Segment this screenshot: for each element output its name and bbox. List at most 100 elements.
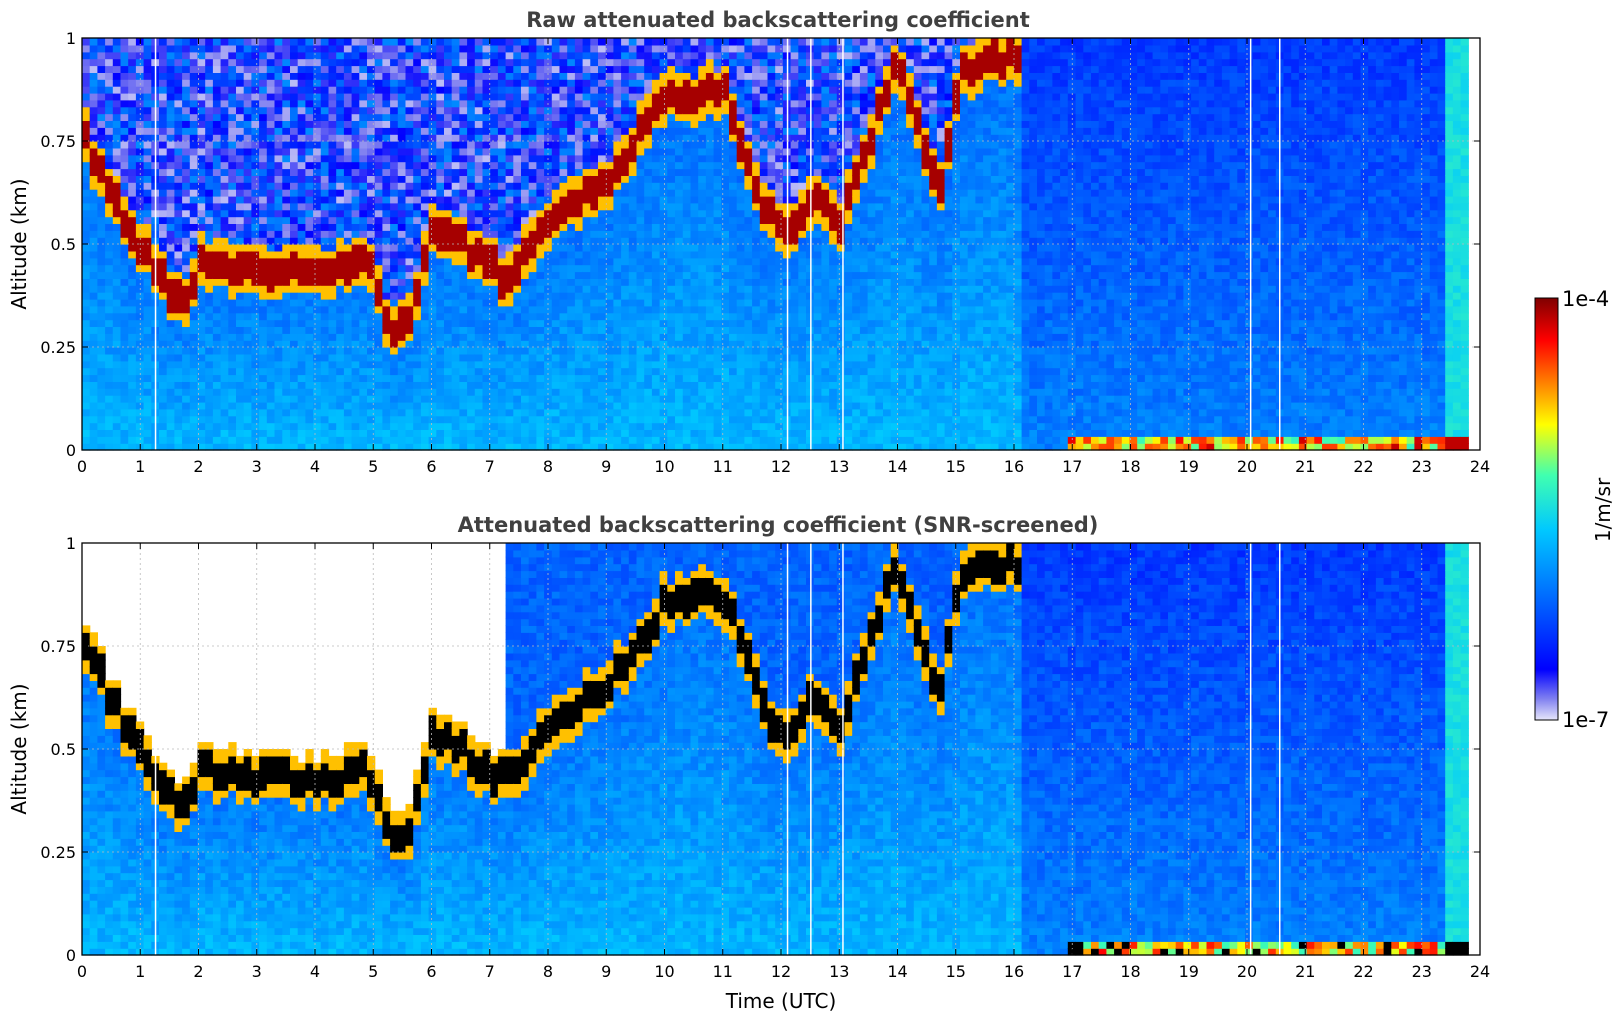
heatmap-cell — [105, 278, 113, 286]
heatmap-cell — [244, 72, 252, 80]
heatmap-cell — [644, 66, 652, 74]
heatmap-cell — [359, 402, 367, 410]
heatmap-cell — [714, 375, 722, 383]
heatmap-cell — [706, 326, 714, 334]
heatmap-cell — [536, 278, 544, 286]
heatmap-cell — [490, 375, 498, 383]
heatmap-cell — [560, 388, 568, 396]
heatmap-cell — [560, 127, 568, 135]
heatmap-cell — [174, 148, 182, 156]
heatmap-cell — [382, 45, 390, 53]
heatmap-cell — [398, 292, 406, 300]
heatmap-cell — [529, 52, 537, 60]
heatmap-cell — [267, 244, 275, 252]
heatmap-cell — [382, 409, 390, 417]
heatmap-cell — [590, 285, 598, 293]
heatmap-cell — [144, 203, 152, 211]
heatmap-cell — [583, 203, 591, 211]
heatmap-cell — [667, 409, 675, 417]
heatmap-cell — [529, 375, 537, 383]
heatmap-cell — [82, 375, 90, 383]
heatmap-cell — [714, 59, 722, 67]
heatmap-cell — [128, 251, 136, 259]
heatmap-cell — [567, 189, 575, 197]
heatmap-cell — [213, 333, 221, 341]
heatmap-cell — [506, 59, 514, 67]
heatmap-cell — [82, 326, 90, 334]
heatmap-cell — [621, 237, 629, 245]
heatmap-cell — [244, 436, 252, 444]
heatmap-cell — [205, 175, 213, 183]
heatmap-cell — [359, 416, 367, 424]
heatmap-cell — [221, 299, 229, 307]
heatmap-cell — [529, 436, 537, 444]
heatmap-cell — [475, 313, 483, 321]
heatmap-cell — [290, 395, 298, 403]
heatmap-cell — [344, 347, 352, 355]
heatmap-cell — [529, 320, 537, 328]
heatmap-cell — [406, 333, 414, 341]
heatmap-cell — [113, 278, 121, 286]
heatmap-cell — [406, 416, 414, 424]
heatmap-cell — [236, 114, 244, 122]
heatmap-cell — [637, 52, 645, 60]
heatmap-cell — [97, 320, 105, 328]
heatmap-cell — [513, 326, 521, 334]
heatmap-cell — [352, 423, 360, 431]
heatmap-cell — [275, 375, 283, 383]
heatmap-cell — [521, 244, 529, 252]
heatmap-cell — [421, 368, 429, 376]
heatmap-cell — [444, 114, 452, 122]
heatmap-cell — [298, 162, 306, 170]
heatmap-cell — [82, 230, 90, 238]
heatmap-cell — [398, 416, 406, 424]
heatmap-cell — [629, 409, 637, 417]
heatmap-cell — [82, 368, 90, 376]
heatmap-cell — [691, 134, 699, 142]
heatmap-cell — [213, 72, 221, 80]
heatmap-cell — [552, 114, 560, 122]
heatmap-cell — [352, 402, 360, 410]
heatmap-cell — [105, 299, 113, 307]
heatmap-cell — [159, 388, 167, 396]
heatmap-cell — [221, 395, 229, 403]
heatmap-cell — [382, 72, 390, 80]
heatmap-cell — [598, 175, 606, 183]
heatmap-cell — [691, 45, 699, 53]
heatmap-cell — [221, 210, 229, 218]
heatmap-cell — [390, 52, 398, 60]
heatmap-cell — [575, 114, 583, 122]
heatmap-cell — [583, 244, 591, 252]
heatmap-cell — [236, 59, 244, 67]
heatmap-cell — [413, 395, 421, 403]
heatmap-cell — [375, 278, 383, 286]
heatmap-cell — [429, 237, 437, 245]
heatmap-cell — [382, 340, 390, 348]
heatmap-cell — [205, 278, 213, 286]
heatmap-cell — [629, 395, 637, 403]
heatmap-cell — [390, 59, 398, 67]
heatmap-cell — [228, 107, 236, 115]
heatmap-cell — [606, 237, 614, 245]
heatmap-cell — [490, 409, 498, 417]
heatmap-cell — [575, 347, 583, 355]
heatmap-cell — [290, 340, 298, 348]
heatmap-cell — [121, 223, 129, 231]
heatmap-cell — [398, 72, 406, 80]
heatmap-cell — [429, 368, 437, 376]
heatmap-cell — [621, 395, 629, 403]
heatmap-cell — [652, 436, 660, 444]
heatmap-cell — [459, 388, 467, 396]
heatmap-cell — [459, 292, 467, 300]
heatmap-cell — [467, 155, 475, 163]
heatmap-cell — [82, 93, 90, 101]
heatmap-cell — [190, 436, 198, 444]
heatmap-cell — [459, 306, 467, 314]
heatmap-cell — [667, 182, 675, 190]
heatmap-cell — [444, 333, 452, 341]
heatmap-cell — [691, 388, 699, 396]
heatmap-cell — [598, 416, 606, 424]
heatmap-cell — [506, 265, 514, 273]
heatmap-cell — [421, 388, 429, 396]
heatmap-cell — [259, 230, 267, 238]
